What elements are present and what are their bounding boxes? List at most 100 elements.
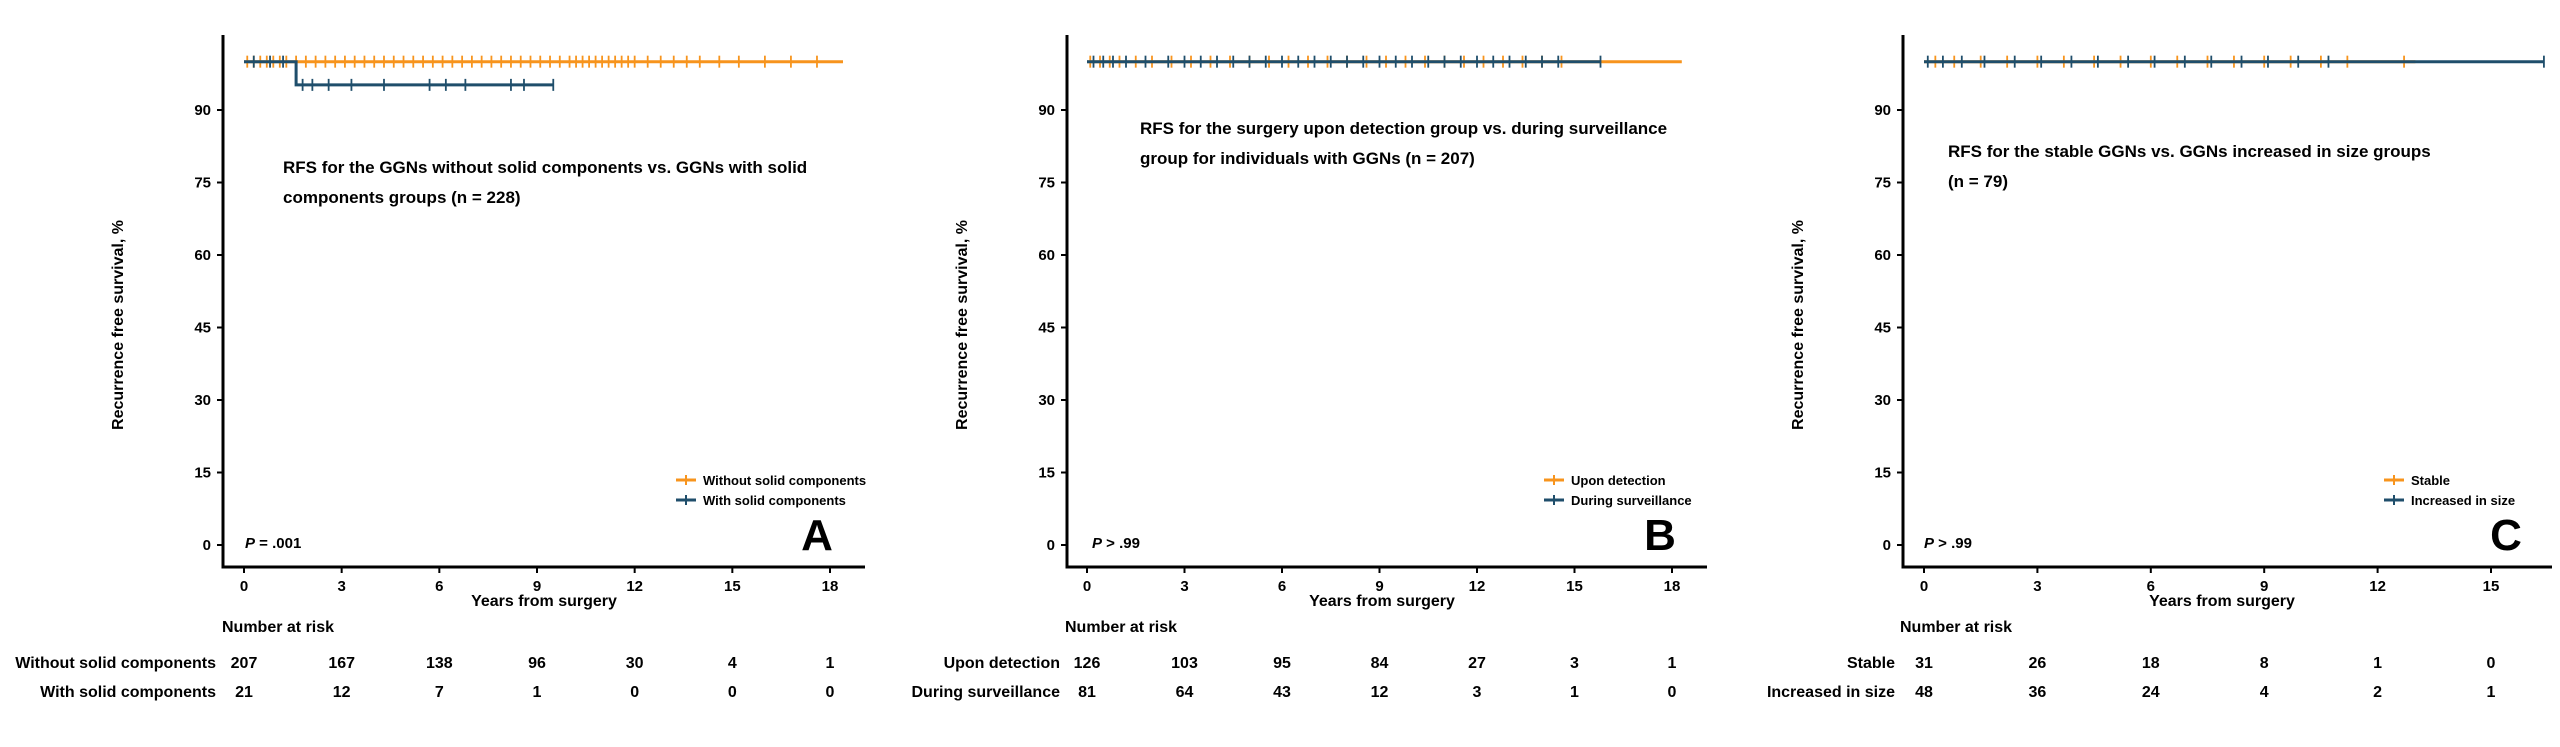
risk-value: 2: [2373, 684, 2382, 701]
risk-value: 36: [2029, 684, 2047, 701]
annotation-line: components groups (n = 228): [283, 188, 521, 207]
risk-value: 8: [2260, 655, 2269, 672]
risk-table-title: Number at risk: [1900, 619, 2012, 636]
legend-label: Without solid components: [703, 473, 866, 488]
y-tick-label: 0: [1883, 537, 1891, 554]
x-tick-label: 3: [1180, 578, 1188, 595]
risk-value: 30: [626, 655, 644, 672]
x-axis-label: Years from surgery: [2149, 593, 2295, 610]
risk-value: 43: [1273, 684, 1291, 701]
annotation-line: RFS for the GGNs without solid component…: [283, 158, 807, 177]
x-tick-label: 9: [533, 578, 541, 595]
p-value: P > .99: [1092, 535, 1140, 552]
risk-row-label: With solid components: [40, 684, 216, 701]
x-tick-label: 3: [2033, 578, 2041, 595]
x-tick-label: 18: [822, 578, 839, 595]
legend-label: Stable: [2411, 473, 2450, 488]
risk-value: 27: [1468, 655, 1486, 672]
risk-row-label: Without solid components: [15, 655, 216, 672]
x-tick-label: 0: [240, 578, 248, 595]
risk-value: 26: [2029, 655, 2047, 672]
y-tick-label: 15: [194, 465, 211, 482]
x-tick-label: 9: [1375, 578, 1383, 595]
risk-value: 1: [533, 684, 542, 701]
x-tick-label: 12: [626, 578, 643, 595]
risk-table-title: Number at risk: [1065, 619, 1177, 636]
risk-value: 64: [1176, 684, 1194, 701]
risk-value: 12: [333, 684, 351, 701]
risk-value: 3: [1473, 684, 1482, 701]
risk-row-label: Stable: [1847, 655, 1895, 672]
risk-value: 0: [826, 684, 835, 701]
x-tick-label: 9: [2260, 578, 2268, 595]
annotation-line: (n = 79): [1948, 172, 2008, 191]
x-tick-label: 15: [2483, 578, 2500, 595]
risk-value: 1: [826, 655, 835, 672]
risk-row-label: During surveillance: [912, 684, 1061, 701]
series-line-2: [244, 60, 554, 87]
panel-letter: C: [2490, 511, 2522, 560]
panel-letter: A: [801, 511, 833, 560]
risk-value: 84: [1371, 655, 1389, 672]
risk-value: 96: [528, 655, 546, 672]
risk-value: 18: [2142, 655, 2160, 672]
panel-a: 0 15 30 45 60 75 90 0 3 6 9 12 15 18 Years from surger…: [15, 35, 866, 701]
risk-value: 207: [231, 655, 258, 672]
risk-value: 12: [1371, 684, 1389, 701]
y-tick-label: 30: [194, 392, 211, 409]
risk-value: 24: [2142, 684, 2160, 701]
y-tick-label: 15: [1038, 465, 1055, 482]
risk-value: 1: [1668, 655, 1677, 672]
y-tick-label: 90: [1874, 102, 1891, 119]
legend-label: During surveillance: [1571, 493, 1692, 508]
y-axis-label: Recurrence free survival, %: [1790, 220, 1807, 430]
x-tick-label: 12: [1469, 578, 1486, 595]
x-tick-label: 0: [1920, 578, 1928, 595]
risk-value: 3: [1570, 655, 1579, 672]
risk-value: 167: [328, 655, 355, 672]
risk-value: 48: [1915, 684, 1933, 701]
y-tick-label: 0: [203, 537, 211, 554]
x-tick-label: 6: [435, 578, 443, 595]
y-axis-label: Recurrence free survival, %: [954, 220, 971, 430]
y-tick-label: 60: [1038, 247, 1055, 264]
y-tick-label: 30: [1038, 392, 1055, 409]
y-tick-label: 60: [1874, 247, 1891, 264]
y-tick-label: 30: [1874, 392, 1891, 409]
x-tick-label: 12: [2369, 578, 2386, 595]
risk-value: 81: [1078, 684, 1096, 701]
x-tick-label: 6: [2147, 578, 2155, 595]
x-tick-label: 15: [1566, 578, 1583, 595]
p-value: P = .001: [245, 535, 301, 552]
risk-value: 7: [435, 684, 444, 701]
risk-value: 1: [2487, 684, 2496, 701]
annotation-line: RFS for the surgery upon detection group…: [1140, 119, 1667, 138]
risk-value: 4: [728, 655, 737, 672]
risk-value: 4: [2260, 684, 2269, 701]
risk-value: 103: [1171, 655, 1198, 672]
risk-value: 1: [2373, 655, 2382, 672]
annotation-line: RFS for the stable GGNs vs. GGNs increas…: [1948, 142, 2431, 161]
risk-value: 31: [1915, 655, 1933, 672]
x-tick-label: 0: [1083, 578, 1091, 595]
risk-row-label: Increased in size: [1767, 684, 1895, 701]
x-axis-label: Years from surgery: [1309, 593, 1455, 610]
x-tick-label: 18: [1664, 578, 1681, 595]
risk-value: 126: [1074, 655, 1101, 672]
x-tick-label: 15: [724, 578, 741, 595]
annotation-line: group for individuals with GGNs (n = 207…: [1140, 149, 1475, 168]
y-tick-label: 90: [194, 102, 211, 119]
y-tick-label: 45: [1038, 320, 1055, 337]
legend-label: Increased in size: [2411, 493, 2515, 508]
x-axis-label: Years from surgery: [471, 593, 617, 610]
y-axis-label: Recurrence free survival, %: [110, 220, 127, 430]
y-tick-label: 15: [1874, 465, 1891, 482]
risk-value: 0: [2487, 655, 2496, 672]
x-tick-label: 6: [1278, 578, 1286, 595]
x-tick-label: 3: [337, 578, 345, 595]
risk-value: 95: [1273, 655, 1291, 672]
y-tick-label: 60: [194, 247, 211, 264]
